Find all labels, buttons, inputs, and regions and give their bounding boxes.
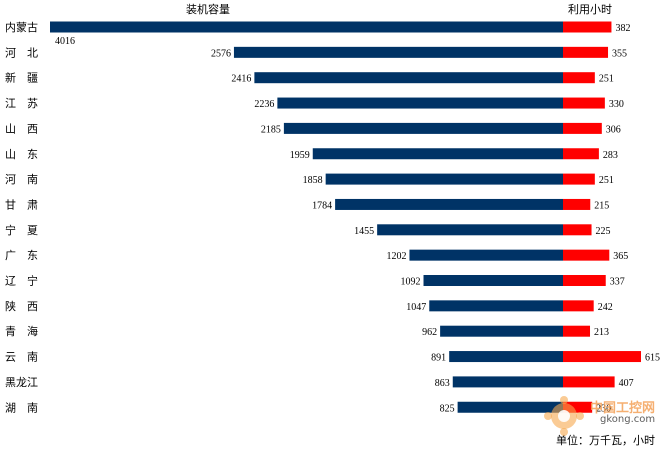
hours-value-label: 337: [610, 277, 625, 288]
capacity-value-label: 1858: [303, 175, 323, 186]
capacity-value-label: 2185: [261, 124, 281, 135]
capacity-value-label: 2416: [231, 74, 251, 85]
capacity-bar: [325, 173, 563, 185]
capacity-value-label: 1047: [406, 302, 426, 313]
capacity-bar: [335, 198, 563, 210]
hours-value-label: 355: [612, 48, 627, 59]
capacity-bar: [440, 325, 563, 337]
hours-value-label: 407: [619, 378, 634, 389]
capacity-bar: [233, 46, 564, 58]
capacity-value-label: 825: [440, 403, 455, 414]
capacity-bar: [50, 21, 563, 33]
category-label: 广 东: [5, 249, 38, 262]
category-label: 山 西: [5, 122, 38, 135]
category-label: 江 苏: [5, 97, 38, 110]
hours-bar: [563, 198, 591, 210]
category-label: 山 东: [5, 148, 38, 161]
category-label: 新 疆: [5, 71, 38, 85]
hours-bar: [563, 72, 595, 84]
hours-value-label: 306: [606, 124, 621, 135]
capacity-bar: [312, 148, 563, 160]
capacity-value-label: 4016: [55, 36, 75, 47]
category-label: 黑龙江: [5, 376, 38, 389]
capacity-bar: [457, 401, 563, 413]
hours-value-label: 365: [613, 251, 628, 262]
gear-icon: [544, 396, 584, 436]
capacity-value-label: 891: [431, 353, 446, 364]
capacity-bar: [283, 122, 563, 134]
capacity-bar: [377, 224, 563, 236]
capacity-value-label: 863: [435, 378, 450, 389]
hours-value-label: 242: [598, 302, 613, 313]
category-label: 湖 南: [5, 401, 38, 414]
hours-bar: [563, 122, 602, 134]
hours-bar: [563, 325, 591, 337]
legend-hours: 利用小时: [568, 4, 612, 16]
hours-value-label: 230: [596, 403, 611, 414]
hours-value-label: 225: [596, 226, 611, 237]
unit-label: 单位：万千瓦，小时: [556, 435, 655, 447]
hours-value-label: 251: [599, 74, 614, 85]
hours-bar: [563, 97, 605, 109]
hours-value-label: 215: [594, 200, 609, 211]
capacity-value-label: 2576: [211, 48, 231, 59]
hours-value-label: 251: [599, 175, 614, 186]
hours-value-label: 615: [645, 353, 660, 364]
hours-value-label: 283: [603, 150, 618, 161]
capacity-value-label: 1092: [401, 277, 421, 288]
hours-bar: [563, 249, 610, 261]
watermark-url: gkong.com: [600, 414, 656, 425]
legend-capacity: 装机容量: [186, 4, 230, 16]
category-label: 宁 夏: [5, 223, 38, 237]
category-label: 云 南: [5, 351, 38, 364]
capacity-bar: [277, 97, 563, 109]
hours-bar: [563, 351, 641, 363]
capacity-value-label: 2236: [254, 99, 274, 110]
capacity-bar: [423, 275, 563, 286]
category-label: 陕 西: [5, 299, 38, 313]
capacity-bar: [254, 72, 563, 84]
category-label: 青 海: [5, 324, 38, 338]
hours-value-label: 382: [615, 23, 630, 34]
hours-bar: [563, 224, 592, 236]
capacity-bar: [452, 376, 563, 388]
category-label: 河 北: [5, 46, 38, 59]
hours-bar: [563, 46, 609, 58]
capacity-value-label: 1202: [386, 251, 406, 262]
hours-bar: [563, 21, 612, 33]
capacity-bar: [409, 249, 563, 261]
category-label: 河 南: [5, 173, 38, 186]
hours-bar: [563, 401, 593, 413]
capacity-value-label: 1784: [312, 200, 332, 211]
capacity-value-label: 1455: [354, 226, 374, 237]
hours-value-label: 213: [594, 327, 609, 338]
hours-bar: [563, 275, 606, 286]
category-label: 辽 宁: [5, 274, 38, 288]
hours-bar: [563, 173, 595, 185]
watermark-title: 中国工控网: [590, 401, 656, 416]
hours-bar: [563, 376, 615, 388]
capacity-value-label: 962: [422, 327, 437, 338]
capacity-bar: [449, 351, 563, 363]
capacity-value-label: 1959: [290, 150, 310, 161]
capacity-bar: [429, 300, 563, 312]
hours-bar: [563, 148, 599, 160]
category-label: 内蒙古: [5, 20, 38, 34]
hours-bar: [563, 300, 594, 312]
category-label: 甘 肃: [5, 198, 38, 211]
hours-value-label: 330: [609, 99, 624, 110]
